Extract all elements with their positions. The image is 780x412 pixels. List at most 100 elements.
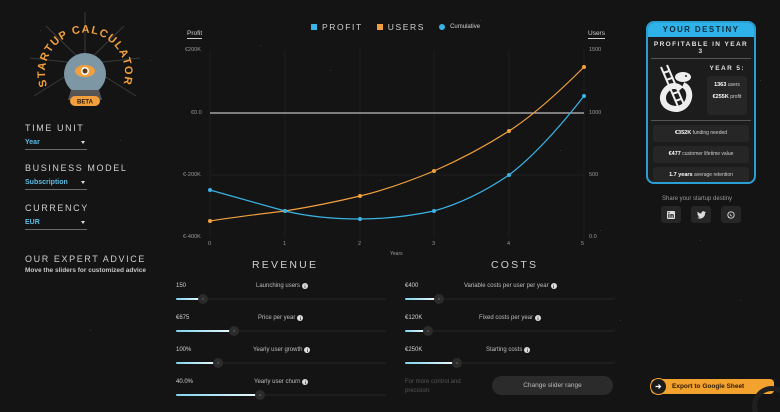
left-tick: €-400K — [183, 234, 201, 240]
slider-label: Price per year i — [258, 315, 304, 321]
profit-value: €255K — [712, 94, 729, 100]
variable-costs-slider[interactable]: €400 Variable costs per user per year i — [405, 283, 615, 313]
yearly-user-growth-slider[interactable]: 100% Yearly user growth i — [176, 347, 386, 377]
chevron-down-icon — [81, 181, 85, 184]
export-arrow-icon — [650, 378, 667, 395]
x-tick: 5 — [581, 241, 585, 247]
svg-text:BETA: BETA — [77, 100, 94, 106]
users-axis-title: Users — [588, 30, 605, 39]
slider-label: Yearly user churn i — [254, 379, 309, 385]
time-unit-value: Year — [25, 139, 40, 146]
slider-value: €250K — [405, 347, 423, 353]
info-icon[interactable]: i — [302, 283, 309, 289]
fixed-costs-slider[interactable]: €120K Fixed costs per year i — [405, 315, 615, 345]
info-icon[interactable]: i — [302, 379, 309, 385]
precision-note: For more control and precision: — [405, 379, 461, 394]
chart-plot-area — [208, 50, 586, 238]
business-model-select[interactable]: Subscription — [25, 176, 87, 190]
legend-users[interactable]: USERS — [376, 22, 426, 32]
info-icon[interactable]: i — [550, 283, 557, 289]
currency-field: CURRENCY EUR — [25, 203, 87, 230]
slider-handle[interactable] — [452, 358, 462, 368]
chevron-down-icon — [81, 141, 85, 144]
chevron-down-icon — [81, 221, 85, 224]
corner-decoration — [752, 386, 780, 412]
launching-users-slider[interactable]: 150 Launching users i — [176, 283, 386, 313]
left-tick: €200K — [185, 47, 201, 53]
revenue-title: REVENUE — [252, 259, 319, 271]
slider-value: €120K — [405, 315, 423, 321]
x-tick: 4 — [507, 241, 511, 247]
business-model-value: Subscription — [25, 179, 68, 186]
slider-track[interactable] — [176, 294, 386, 304]
cumulative-toggle[interactable]: Cumulative — [439, 24, 480, 30]
projection-chart: PROFIT USERS Cumulative Profit Users €20… — [175, 10, 625, 260]
export-google-sheet-button[interactable]: Export to Google Sheet — [650, 378, 774, 395]
x-tick: 3 — [432, 241, 436, 247]
linkedin-icon — [667, 210, 675, 219]
currency-select[interactable]: EUR — [25, 216, 87, 230]
legend-users-label: USERS — [387, 22, 426, 32]
share-twitter-button[interactable] — [691, 206, 711, 223]
slider-handle[interactable] — [213, 358, 223, 368]
slider-label: Starting costs i — [486, 347, 531, 353]
info-icon[interactable]: i — [535, 315, 542, 321]
info-icon[interactable]: i — [297, 315, 304, 321]
info-icon[interactable]: i — [524, 347, 531, 353]
slider-track[interactable] — [405, 358, 615, 368]
slider-track[interactable] — [405, 326, 615, 336]
slider-value: 150 — [176, 283, 187, 289]
whatsapp-icon — [727, 210, 735, 219]
slider-label: Fixed costs per year i — [479, 315, 542, 321]
slider-handle[interactable] — [255, 390, 265, 400]
slider-value: €675 — [176, 315, 190, 321]
destiny-subtitle: PROFITABLE IN YEAR 3 — [651, 37, 751, 59]
currency-value: EUR — [25, 219, 40, 226]
slider-handle[interactable] — [198, 294, 208, 304]
business-model-label: BUSINESS MODEL — [25, 163, 128, 173]
right-tick: 1500 — [589, 47, 602, 53]
share-linkedin-button[interactable] — [661, 206, 681, 223]
price-per-year-slider[interactable]: €675 Price per year i — [176, 315, 386, 345]
profit-axis-title: Profit — [187, 30, 203, 39]
slider-handle[interactable] — [229, 326, 239, 336]
users-swatch-icon — [376, 24, 383, 30]
users-value: 1363 — [714, 82, 727, 88]
time-unit-field: TIME UNIT Year — [25, 123, 87, 150]
right-tick: 500 — [589, 172, 599, 178]
slider-track[interactable] — [176, 390, 386, 400]
year-label: YEAR 5: — [709, 65, 745, 72]
slider-value: 100% — [176, 347, 192, 353]
twitter-icon — [696, 210, 706, 219]
export-label: Export to Google Sheet — [672, 383, 745, 390]
slider-track[interactable] — [176, 326, 386, 336]
slider-handle[interactable] — [434, 294, 444, 304]
slider-track[interactable] — [176, 358, 386, 368]
yearly-user-churn-slider[interactable]: 40.0% Yearly user churn i — [176, 379, 386, 409]
time-unit-select[interactable]: Year — [25, 136, 87, 150]
x-tick: 1 — [283, 241, 287, 247]
legend-profit[interactable]: PROFIT — [311, 22, 363, 32]
x-tick: 0 — [208, 241, 212, 247]
chart-legend: PROFIT USERS Cumulative — [311, 22, 480, 32]
legend-profit-label: PROFIT — [322, 22, 363, 32]
slider-handle[interactable] — [423, 326, 433, 336]
slider-label: Variable costs per user per year i — [464, 283, 557, 289]
share-label: Share your startup destiny — [662, 196, 733, 202]
slider-track[interactable] — [405, 294, 615, 304]
average-retention-stat: 1.7 years average retention — [653, 167, 749, 182]
x-tick: 2 — [358, 241, 362, 247]
share-whatsapp-button[interactable] — [721, 206, 741, 223]
slider-value: 40.0% — [176, 379, 194, 385]
cumulative-label: Cumulative — [450, 24, 481, 30]
slider-label: Yearly user growth i — [253, 347, 311, 353]
destiny-summary: YEAR 5: 1363 users €255K profit — [651, 59, 751, 121]
year-5-stats: 1363 users €255K profit — [707, 76, 747, 115]
users-line — [209, 66, 585, 222]
info-icon[interactable]: i — [304, 347, 311, 353]
destiny-card: YOUR DESTINY PROFITABLE IN YEAR 3 YEAR 5… — [646, 21, 756, 184]
change-slider-range-button[interactable]: Change slider range — [492, 376, 613, 395]
right-tick: 1000 — [589, 110, 602, 116]
starting-costs-slider[interactable]: €250K Starting costs i — [405, 347, 615, 377]
sidebar: STARTUP CALCULATOR BETA TIME UNIT Year B… — [0, 0, 170, 412]
